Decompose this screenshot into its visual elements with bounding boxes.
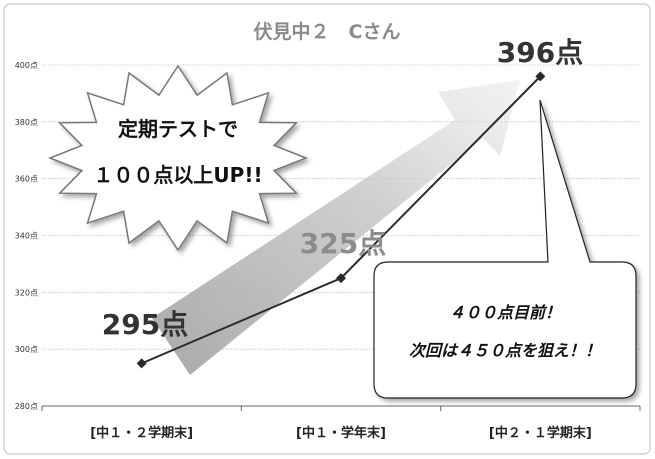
- y-tick-label: 340点: [15, 232, 38, 241]
- chart-title: 伏見中２ Cさん: [254, 20, 401, 43]
- y-tick-label: 360点: [15, 175, 38, 184]
- y-tick-label: 300点: [15, 345, 38, 354]
- series-markers: [136, 71, 546, 369]
- y-tick-label: 400点: [15, 61, 38, 70]
- y-tick-label: 320点: [15, 288, 38, 297]
- starburst-line-2: １００点以上UP!!: [93, 163, 262, 187]
- data-point-marker: [535, 71, 546, 82]
- x-category-label: [中１・２学期末]: [90, 425, 193, 441]
- data-point-marker: [136, 358, 147, 369]
- data-label-0: 295点: [102, 308, 188, 341]
- arrow-decoration: [152, 80, 520, 375]
- data-label-2: 396点: [497, 36, 583, 69]
- starburst-line-1: 定期テストで: [118, 117, 238, 141]
- x-category-label: [中１・学年末]: [296, 425, 386, 441]
- x-category-labels: [中１・２学期末] [中１・学年末] [中２・１学期末]: [90, 425, 592, 441]
- callout-line-2: 次回は４５０点を狙え！！: [409, 341, 601, 360]
- callout-bubble: [373, 99, 637, 399]
- x-axis: [41, 405, 641, 411]
- y-tick-label: 380点: [15, 118, 38, 127]
- y-tick-labels: 280点 300点 320点 340点 360点 380点 400点: [15, 61, 38, 411]
- y-tick-label: 280点: [15, 402, 38, 411]
- data-point-marker: [336, 273, 346, 284]
- x-category-label: [中２・１学期末]: [489, 425, 592, 441]
- starburst-callout: [47, 64, 309, 252]
- data-label-1: 325点: [300, 227, 386, 260]
- callout-line-1: ４００点目前！: [449, 303, 561, 322]
